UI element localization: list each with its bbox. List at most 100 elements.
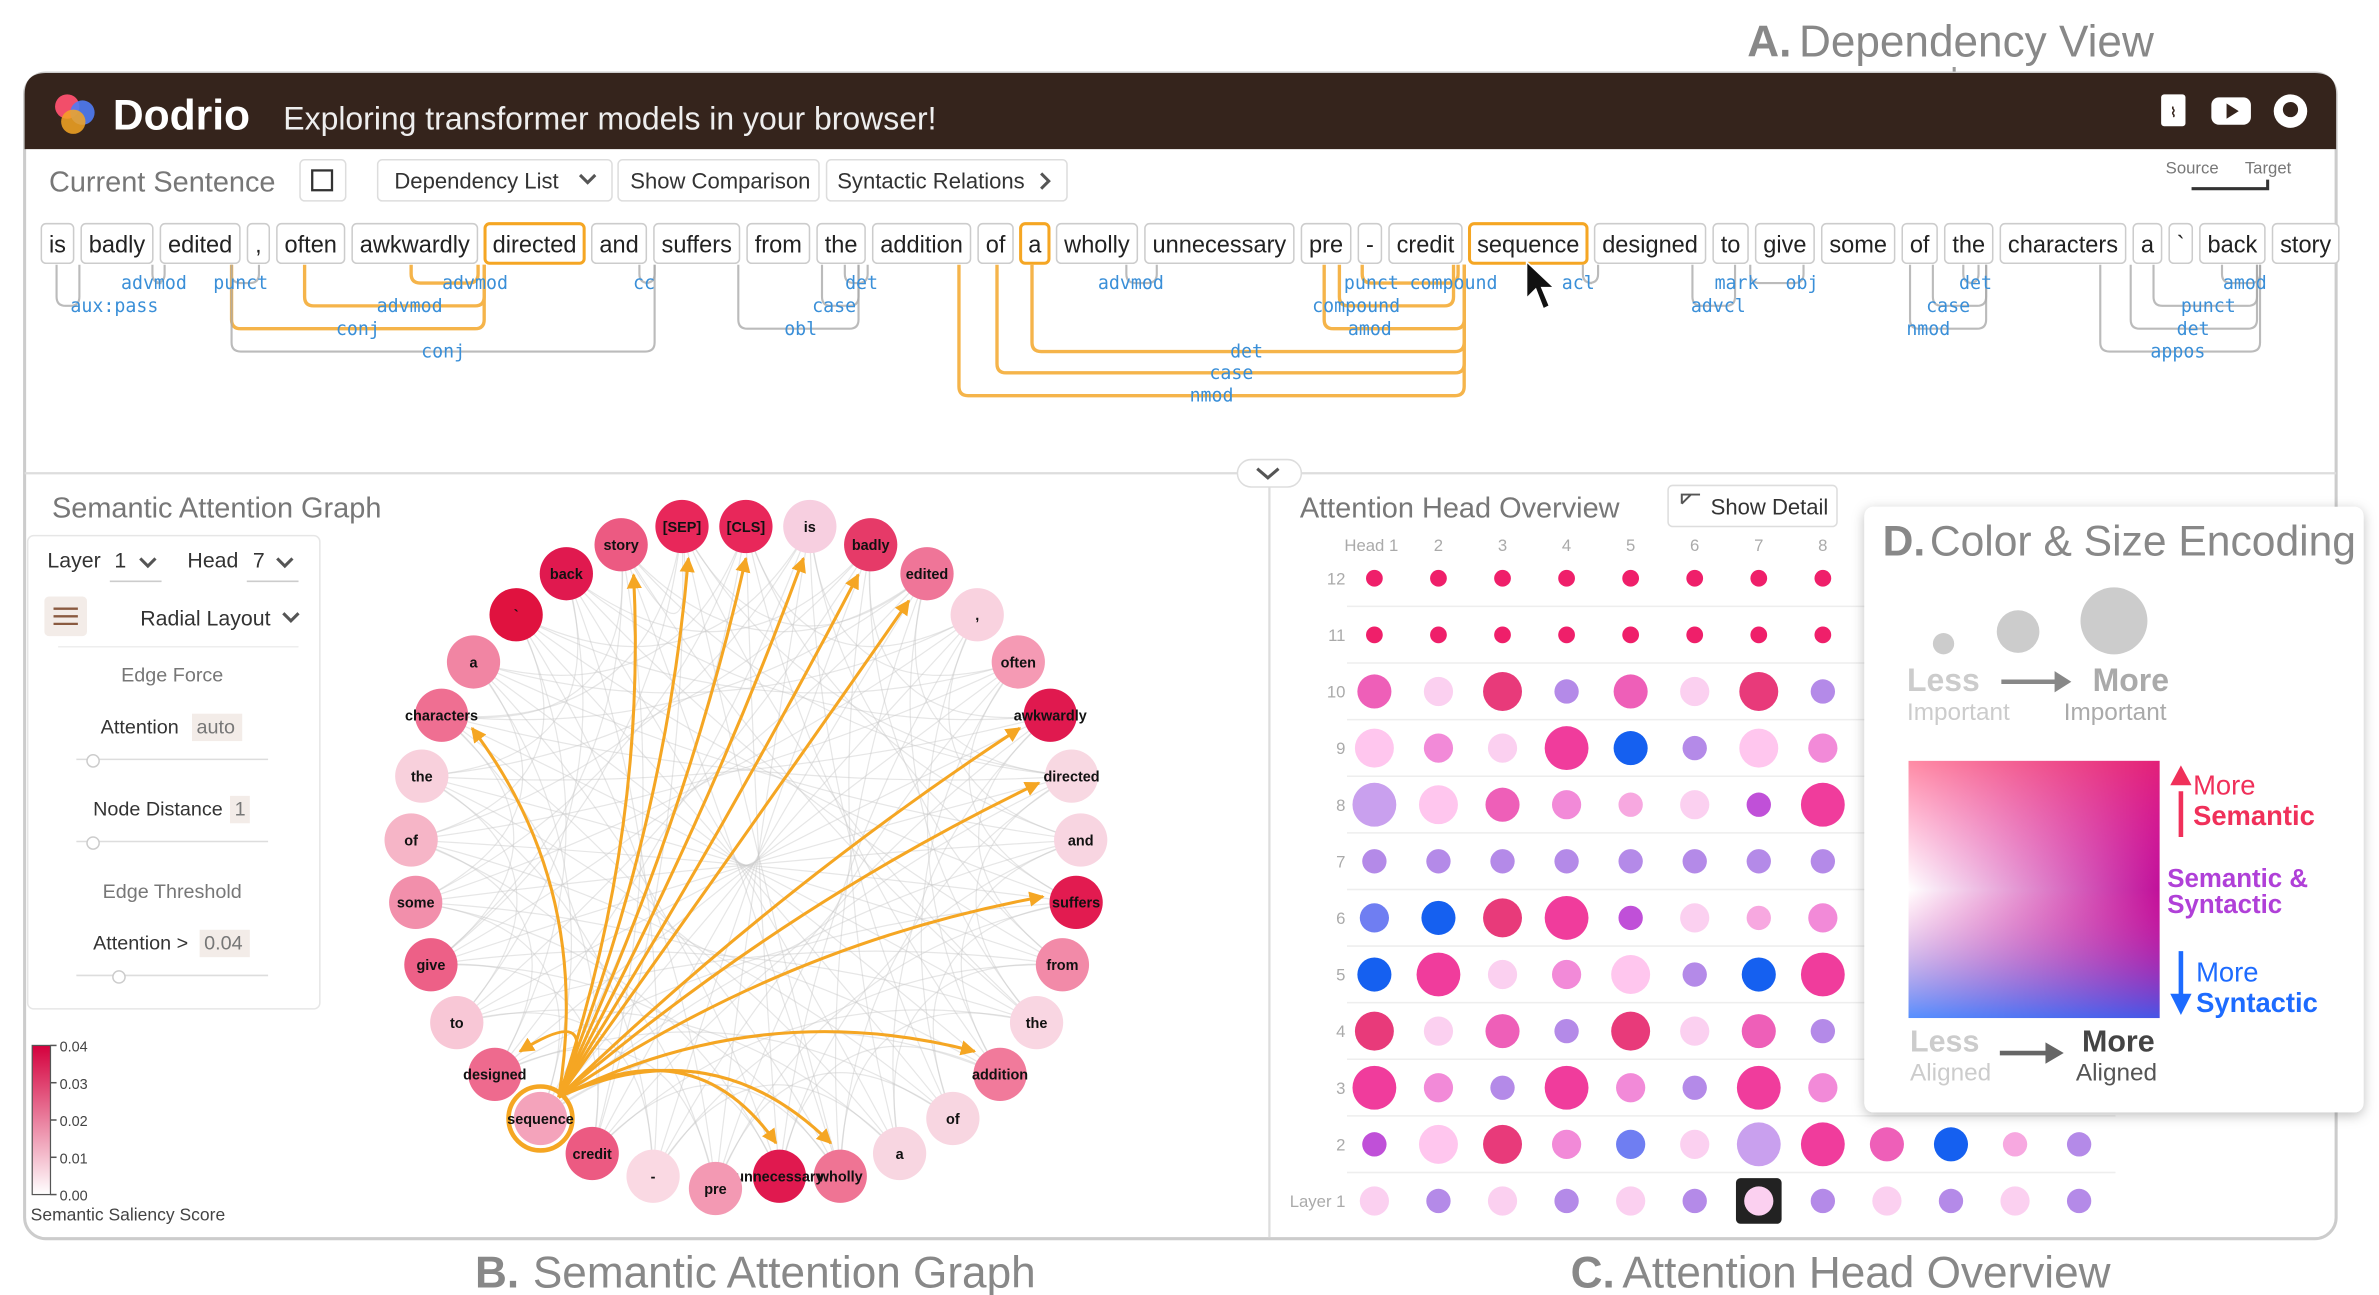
- token-box[interactable]: [40, 222, 75, 265]
- node-label[interactable]: the: [411, 769, 433, 785]
- head-dot[interactable]: [1426, 1188, 1451, 1214]
- node-circle[interactable]: [991, 635, 1045, 689]
- graph-node[interactable]: awkwardly: [1014, 688, 1087, 742]
- head-dot[interactable]: [1544, 1065, 1589, 1110]
- head-dot[interactable]: [1554, 1018, 1579, 1044]
- head-dot[interactable]: [1736, 1065, 1781, 1110]
- node-label[interactable]: [SEP]: [663, 520, 702, 536]
- head-dot[interactable]: [1354, 728, 1394, 768]
- layout-select[interactable]: Radial Layout: [140, 606, 270, 630]
- token-text[interactable]: a: [2141, 232, 2155, 258]
- node-circle[interactable]: [1009, 995, 1064, 1050]
- head-dot[interactable]: [1430, 569, 1447, 587]
- token-text[interactable]: badly: [89, 232, 146, 258]
- node-circle[interactable]: [468, 1047, 522, 1101]
- graph-node[interactable]: unnecessary: [735, 1149, 824, 1203]
- graph-node[interactable]: badly: [844, 518, 898, 572]
- head-dot[interactable]: [1357, 674, 1392, 709]
- graph-node[interactable]: `: [489, 588, 543, 642]
- head-dot[interactable]: [1421, 900, 1456, 935]
- head-dot[interactable]: [1483, 672, 1522, 711]
- token-box[interactable]: [977, 222, 1014, 265]
- node-circle[interactable]: [688, 1161, 743, 1216]
- head-dot[interactable]: [1558, 626, 1575, 644]
- token[interactable]: pre: [1300, 222, 1352, 265]
- token[interactable]: a: [2132, 222, 2163, 265]
- token[interactable]: of: [1901, 222, 1938, 265]
- node-circle[interactable]: [489, 588, 543, 642]
- node-ring[interactable]: [506, 1084, 575, 1153]
- graph-node[interactable]: characters: [405, 688, 478, 742]
- head-dot[interactable]: [1366, 569, 1383, 587]
- token-box[interactable]: [351, 222, 479, 265]
- token[interactable]: badly: [80, 222, 154, 265]
- slider-thumb[interactable]: [86, 754, 100, 768]
- graph-node[interactable]: sequence: [506, 1084, 575, 1153]
- token-box[interactable]: [1901, 222, 1938, 265]
- head-dot[interactable]: [1490, 849, 1515, 874]
- head-dot[interactable]: [1746, 905, 1771, 931]
- token[interactable]: give: [1754, 222, 1815, 265]
- head-dot[interactable]: [1611, 1011, 1651, 1051]
- button[interactable]: [617, 159, 820, 202]
- head-dot[interactable]: [1618, 905, 1643, 931]
- head-dot[interactable]: [1814, 569, 1832, 587]
- head-dot[interactable]: [1430, 626, 1447, 644]
- token[interactable]: the: [816, 222, 866, 265]
- head-dot[interactable]: [1362, 1132, 1387, 1157]
- node-label[interactable]: unnecessary: [735, 1170, 823, 1186]
- token-text[interactable]: sequence: [1477, 232, 1579, 258]
- graph-node[interactable]: [SEP]: [655, 499, 709, 554]
- token-box[interactable]: [1300, 222, 1352, 265]
- head-dot[interactable]: [1418, 1124, 1458, 1164]
- head-dot[interactable]: [1487, 733, 1518, 763]
- head-dot[interactable]: [2066, 1132, 2092, 1157]
- node-label[interactable]: awkwardly: [1014, 709, 1087, 725]
- node-label[interactable]: a: [896, 1147, 905, 1163]
- node-label[interactable]: is: [804, 520, 816, 536]
- head-dot[interactable]: [1554, 1188, 1579, 1214]
- head-dot[interactable]: [1750, 569, 1768, 587]
- head-dot[interactable]: [2066, 1188, 2092, 1214]
- head-dot[interactable]: [1354, 1011, 1394, 1051]
- token-text[interactable]: pre: [1309, 232, 1343, 258]
- head-dot[interactable]: [1746, 792, 1771, 817]
- token[interactable]: to: [1712, 222, 1749, 265]
- node-circle[interactable]: [655, 499, 709, 554]
- head-dot[interactable]: [1618, 849, 1643, 874]
- token[interactable]: -: [1357, 222, 1383, 265]
- head-dot[interactable]: [1739, 672, 1779, 711]
- graph-node[interactable]: back: [539, 547, 593, 601]
- node-label[interactable]: addition: [972, 1068, 1028, 1084]
- node-label[interactable]: `: [514, 608, 519, 624]
- head-dot[interactable]: [1810, 849, 1836, 874]
- token-text[interactable]: suffers: [662, 232, 732, 258]
- node-label[interactable]: some: [397, 896, 435, 912]
- node-circle[interactable]: [1035, 938, 1090, 992]
- head-dot[interactable]: [1362, 849, 1387, 874]
- head-dot[interactable]: [1680, 676, 1710, 707]
- token-box[interactable]: [159, 222, 241, 265]
- token[interactable]: credit: [1388, 222, 1463, 265]
- node-circle[interactable]: [926, 1091, 980, 1146]
- node-label[interactable]: designed: [463, 1068, 526, 1084]
- token[interactable]: often: [276, 222, 346, 265]
- head-dot[interactable]: [1739, 728, 1779, 768]
- head-dot[interactable]: [1810, 679, 1836, 704]
- token-box[interactable]: [483, 222, 586, 265]
- node-circle[interactable]: [1049, 875, 1103, 930]
- token-box[interactable]: [1055, 222, 1139, 265]
- node-circle[interactable]: [513, 1091, 568, 1146]
- head-select[interactable]: 7: [253, 549, 265, 573]
- settings-button[interactable]: [44, 596, 87, 637]
- node-circle[interactable]: [719, 499, 773, 554]
- head-dot[interactable]: [1551, 790, 1582, 820]
- node-circle[interactable]: [389, 875, 443, 930]
- head-dot[interactable]: [1622, 569, 1640, 587]
- button-label[interactable]: Show Detail: [1711, 494, 1829, 519]
- head-dot[interactable]: [1933, 1127, 1969, 1162]
- graph-node[interactable]: to: [430, 995, 484, 1050]
- token-text[interactable]: the: [825, 232, 858, 258]
- token-box[interactable]: [2132, 222, 2163, 265]
- head-dot[interactable]: [1750, 626, 1768, 644]
